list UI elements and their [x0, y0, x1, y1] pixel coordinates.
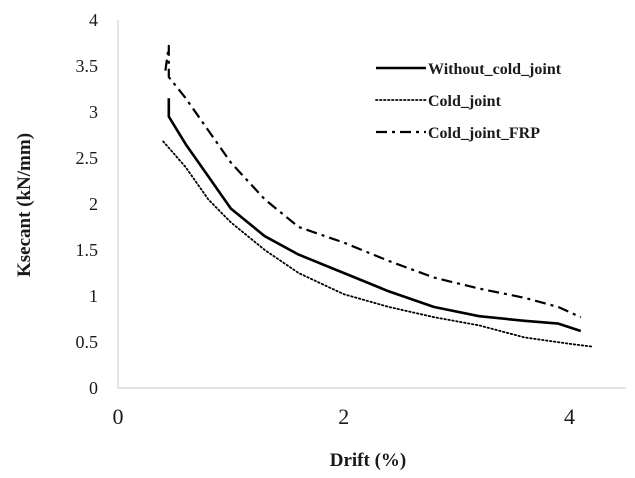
plot-area [162, 44, 593, 348]
y-tick-label: 4 [89, 10, 98, 30]
y-tick-label: 0 [89, 378, 98, 398]
axes: 0 0.5 1 1.5 2 2.5 3 3.5 4 0 2 4 [76, 10, 626, 429]
x-tick-label: 0 [113, 404, 124, 429]
y-tick-label: 1 [89, 286, 98, 306]
y-axis-title: Ksecant (kN/mm) [14, 133, 35, 277]
y-tick-label: 3.5 [76, 56, 99, 76]
legend-label: Cold_joint_FRP [428, 125, 540, 142]
y-tick-label: 1.5 [76, 240, 99, 260]
x-axis-title: Drift (%) [330, 450, 407, 471]
y-tick-label: 2.5 [76, 148, 99, 168]
series-line-without-cold-joint [167, 98, 582, 333]
x-tick-label: 2 [338, 404, 349, 429]
legend-label: Cold_joint [428, 93, 502, 110]
legend-label: Without_cold_joint [428, 61, 562, 78]
legend: Without_cold_joint Cold_joint Cold_joint_F… [375, 61, 562, 142]
y-tick-label: 2 [89, 194, 98, 214]
y-tick-label: 3 [89, 102, 98, 122]
series-line-cold-joint-frp [164, 44, 582, 319]
series-line-cold-joint [162, 140, 593, 348]
x-tick-label: 4 [564, 404, 575, 429]
y-tick-label: 0.5 [76, 332, 99, 352]
